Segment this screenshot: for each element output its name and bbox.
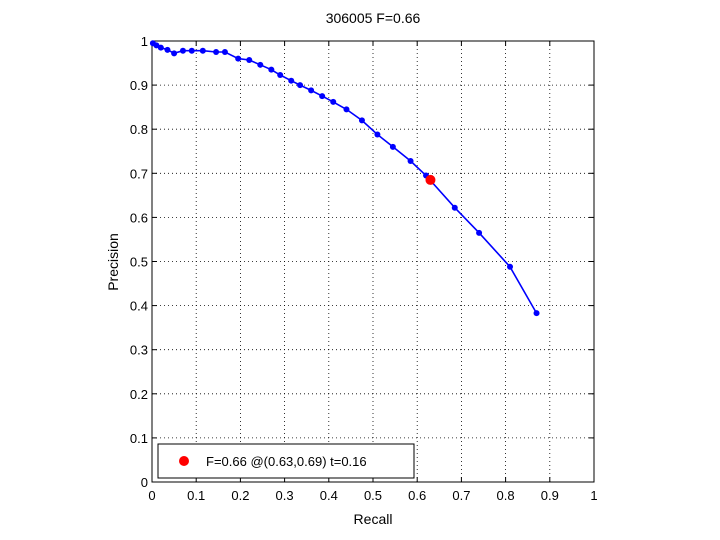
legend-box [157,443,415,479]
y-tick-label: 0.5 [130,255,148,270]
data-point [343,106,350,113]
legend-label: F=0.66 @(0.63,0.69) t=0.16 [206,454,367,469]
data-point [533,310,540,317]
data-point [188,47,195,54]
data-point [213,49,220,56]
x-tick-label: 0.5 [364,488,382,503]
data-point [476,229,483,236]
legend: F=0.66 @(0.63,0.69) t=0.16 [157,443,415,479]
legend-marker [179,456,189,466]
data-point [507,263,514,270]
data-point [277,71,284,78]
best-f-point [425,174,436,185]
x-axis-label: Recall [354,511,393,527]
data-point [389,143,396,150]
y-tick-label: 0.1 [130,431,148,446]
data-point [451,204,458,211]
series-layer [149,40,540,317]
data-point [358,117,365,124]
x-tick-label: 0.7 [452,488,470,503]
data-point [246,56,253,63]
data-point [221,49,228,56]
x-tick-label: 0 [148,488,155,503]
data-point [179,47,186,54]
data-point [235,55,242,62]
y-tick-label: 0.9 [130,78,148,93]
y-tick-label: 0.8 [130,122,148,137]
chart-title: 306005 F=0.66 [326,10,421,26]
x-tick-label: 0.3 [276,488,294,503]
x-tick-label: 0.2 [231,488,249,503]
data-point [157,44,164,51]
data-point [330,98,337,105]
y-tick-label: 1 [141,34,148,49]
y-tick-label: 0.3 [130,343,148,358]
data-point [297,82,304,89]
data-point [407,157,414,164]
data-point [153,42,160,49]
x-tick-label: 1 [590,488,597,503]
data-point [374,131,381,138]
data-point [171,50,178,57]
y-axis-label: Precision [105,233,121,291]
x-tick-label: 0.6 [408,488,426,503]
y-tick-label: 0 [141,475,148,490]
x-tick-label: 0.8 [497,488,515,503]
x-tick-label: 0.4 [320,488,338,503]
y-tick-label: 0.7 [130,166,148,181]
data-point [257,61,264,68]
data-point [308,87,315,94]
x-tick-label: 0.1 [187,488,205,503]
data-point [199,47,206,54]
data-point [164,46,171,53]
data-point [288,77,295,84]
y-tick-label: 0.6 [130,210,148,225]
data-point [319,93,326,100]
data-point [268,66,275,73]
y-tick-label: 0.4 [130,299,148,314]
axis-ticks: 0 0.1 0.2 0.3 0.4 0.5 0.6 0.7 0.8 0.9 1 0 0.1 0.2 0.3 0… [130,34,598,503]
x-tick-label: 0.9 [541,488,559,503]
y-tick-label: 0.2 [130,387,148,402]
